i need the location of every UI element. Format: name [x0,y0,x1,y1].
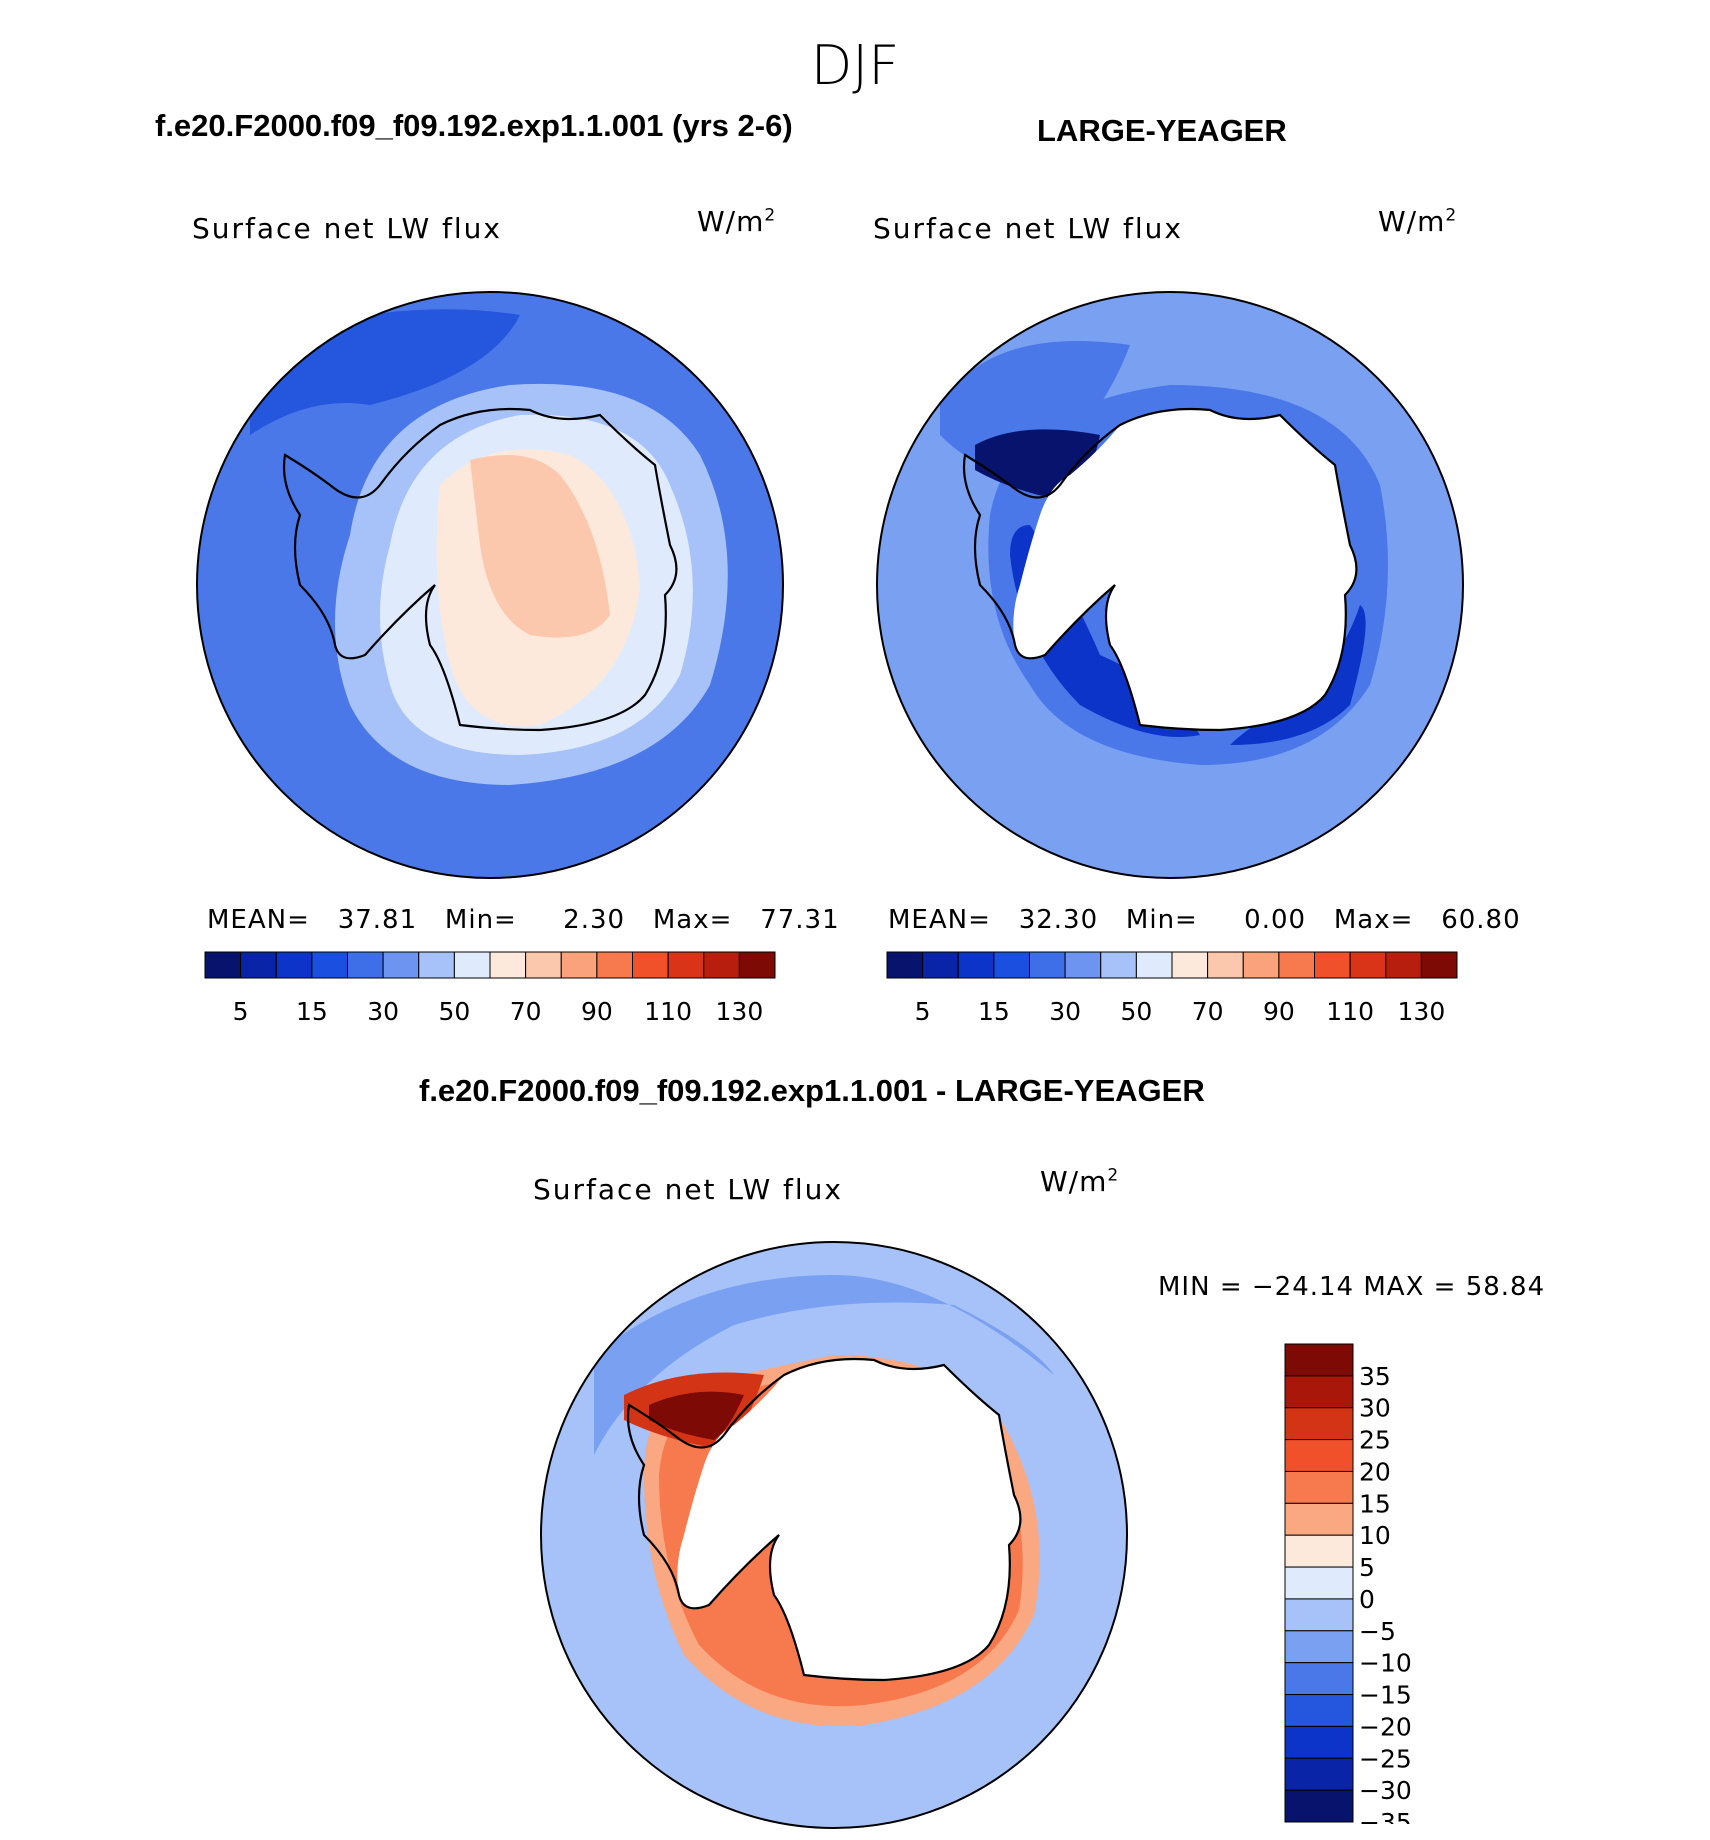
colorbar-tick-label: 50 [438,997,470,1026]
colorbar-swatch [1284,1789,1354,1823]
colorbar-tick-label: −5 [1359,1617,1396,1646]
colorbar-swatch [922,951,959,979]
colorbar-swatch [1284,1343,1354,1377]
colorbar-swatch [1284,1502,1354,1536]
obs-variable-label: Surface net LW flux [873,212,1183,245]
colorbar-swatch [347,951,384,979]
colorbar-tick-label: 110 [1326,997,1374,1026]
diff-variable-label: Surface net LW flux [533,1173,843,1206]
colorbar-swatch [525,951,562,979]
colorbar-swatch [1284,1407,1354,1441]
colorbar-swatch [1284,1566,1354,1600]
model-units-label: W/m2 [697,205,777,238]
colorbar-tick-label: 20 [1359,1457,1391,1486]
colorbar-tick-label: −25 [1359,1744,1412,1773]
colorbar-swatch [1420,951,1458,979]
colorbar-tick-label: 5 [915,997,931,1026]
colorbar-tick-label: 70 [1192,997,1224,1026]
obs-colorbar: 5 15 30 50 70 90 110 130 [886,951,1458,1026]
colorbar-tick-label: 15 [1359,1489,1391,1518]
colorbar-swatch [957,951,995,979]
colorbar-swatch [1284,1470,1354,1504]
colorbar-tick-label: −15 [1359,1681,1412,1710]
colorbar-swatch [1284,1630,1354,1664]
colorbar-swatch [1284,1694,1354,1727]
colorbar-swatch [275,951,313,979]
colorbar-swatch [703,951,740,979]
colorbar-tick-label: 90 [1263,997,1295,1026]
colorbar-tick-label: −35 [1359,1808,1412,1824]
colorbar-swatch [632,951,669,979]
colorbar-tick-label: 0 [1359,1585,1375,1614]
colorbar-tick-label: 90 [581,997,613,1026]
colorbar-tick-label: 130 [1398,997,1446,1026]
colorbar-tick-label: 15 [978,997,1010,1026]
colorbar-swatch [1064,951,1102,979]
colorbar-swatch [1029,951,1066,979]
colorbar-swatch [1171,951,1209,979]
model-stats: MEAN= 37.81 Min= 2.30 Max= 77.31 [207,905,840,935]
colorbar-tick-label: 30 [1359,1394,1391,1423]
colorbar-swatch [1284,1662,1354,1696]
colorbar-swatch [1284,1439,1354,1472]
colorbar-swatch [738,951,776,979]
colorbar-tick-label: 50 [1120,997,1152,1026]
colorbar-swatch [453,951,491,979]
colorbar-tick-label: 70 [510,997,542,1026]
model-variable-label: Surface net LW flux [192,212,502,245]
colorbar-tick-label: 30 [367,997,399,1026]
colorbar-swatch [1207,951,1244,979]
colorbar-swatch [1278,951,1315,979]
diff-minmax: MIN = −24.14 MAX = 58.84 [1158,1272,1546,1302]
colorbar-swatch [1284,1725,1354,1759]
colorbar-swatch [204,951,242,979]
model-case-title: f.e20.F2000.f09_f09.192.exp1.1.001 (yrs … [155,108,793,143]
colorbar-swatch [667,951,705,979]
colorbar-tick-label: 10 [1359,1521,1391,1550]
colorbar-tick-label: 30 [1049,997,1081,1026]
colorbar-tick-label: 25 [1359,1426,1391,1455]
colorbar-swatch [993,951,1030,979]
colorbar-tick-label: 110 [644,997,692,1026]
model-colorbar: 5 15 30 50 70 90 110 130 [204,951,776,1026]
colorbar-swatch [1242,951,1280,979]
colorbar-swatch [1284,1757,1354,1791]
colorbar-tick-label: −20 [1359,1712,1412,1741]
obs-stats: MEAN= 32.30 Min= 0.00 Max= 60.80 [888,905,1521,935]
colorbar-tick-label: 35 [1359,1362,1391,1391]
colorbar-swatch [1314,951,1351,979]
colorbar-swatch [1385,951,1422,979]
colorbar-swatch [560,951,598,979]
colorbar-tick-label: 5 [1359,1553,1375,1582]
model-map [196,291,784,879]
colorbar-tick-label: −30 [1359,1776,1412,1805]
colorbar-tick-label: 15 [296,997,328,1026]
page-title: DJF [810,34,900,97]
obs-case-title: LARGE-YEAGER [1037,113,1287,148]
colorbar-swatch [1284,1375,1354,1409]
colorbar-tick-label: 130 [716,997,764,1026]
colorbar-swatch [1349,951,1387,979]
obs-map [876,291,1464,879]
colorbar-swatch [418,951,455,979]
colorbar-swatch [382,951,420,979]
colorbar-swatch [1284,1534,1354,1568]
colorbar-swatch [489,951,527,979]
colorbar-swatch [596,951,633,979]
colorbar-swatch [1284,1598,1354,1632]
colorbar-tick-label: 5 [233,997,249,1026]
diff-map [540,1241,1128,1829]
colorbar-swatch [1135,951,1173,979]
colorbar-swatch [1100,951,1137,979]
colorbar-tick-label: −10 [1359,1649,1412,1678]
diff-case-title: f.e20.F2000.f09_f09.192.exp1.1.001 - LAR… [419,1073,1205,1108]
colorbar-swatch [311,951,348,979]
obs-units-label: W/m2 [1378,205,1458,238]
colorbar-swatch [886,951,924,979]
colorbar-swatch [240,951,277,979]
diff-units-label: W/m2 [1040,1165,1120,1198]
